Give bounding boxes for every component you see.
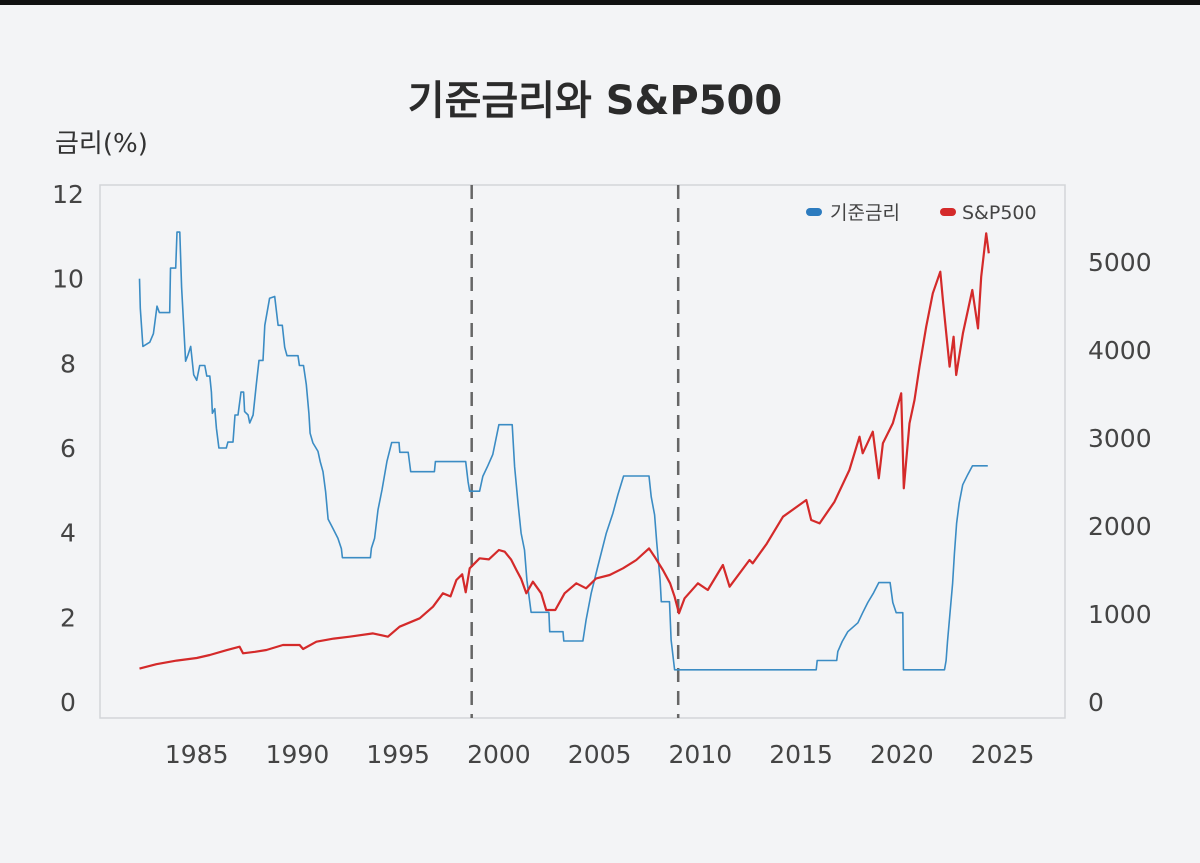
x-tick-label: 1990 [266, 740, 330, 769]
y-tick-label: 0 [60, 688, 76, 717]
y2-tick-label: 5000 [1088, 248, 1152, 277]
x-tick-label: 2005 [568, 740, 632, 769]
y2-tick-label: 0 [1088, 688, 1104, 717]
y-tick-label: 10 [52, 265, 84, 294]
legend: 기준금리 S&P500 [806, 202, 1037, 224]
y2-tick-label: 2000 [1088, 512, 1152, 541]
x-tick-label: 2010 [669, 740, 733, 769]
legend-label-rate: 기준금리 [830, 202, 900, 224]
x-tick-label: 1995 [366, 740, 430, 769]
y2-tick-label: 3000 [1088, 424, 1152, 453]
y2-tick-label: 4000 [1088, 336, 1152, 365]
x-tick-label: 2000 [467, 740, 531, 769]
y-axis-label: 금리(%) [55, 129, 148, 159]
legend-label-sp500: S&P500 [962, 202, 1037, 224]
rate-line [138, 231, 988, 671]
plot-area [99, 184, 1066, 719]
x-tick-label: 1985 [165, 740, 229, 769]
x-tick-label: 2020 [870, 740, 934, 769]
legend-swatch-rate [806, 208, 822, 216]
chart-title: 기준금리와 S&P500 [408, 78, 782, 124]
y-tick-label: 4 [60, 519, 76, 548]
sp500-line [139, 232, 990, 670]
y-tick-label: 2 [60, 603, 76, 632]
y-tick-label: 6 [60, 434, 76, 463]
x-tick-label: 2025 [971, 740, 1035, 769]
y-tick-label: 12 [52, 180, 84, 209]
top-bar [0, 0, 1200, 5]
y2-tick-label: 1000 [1088, 600, 1152, 629]
legend-swatch-sp500 [940, 208, 956, 216]
y-tick-label: 8 [60, 349, 76, 378]
x-tick-label: 2015 [769, 740, 833, 769]
